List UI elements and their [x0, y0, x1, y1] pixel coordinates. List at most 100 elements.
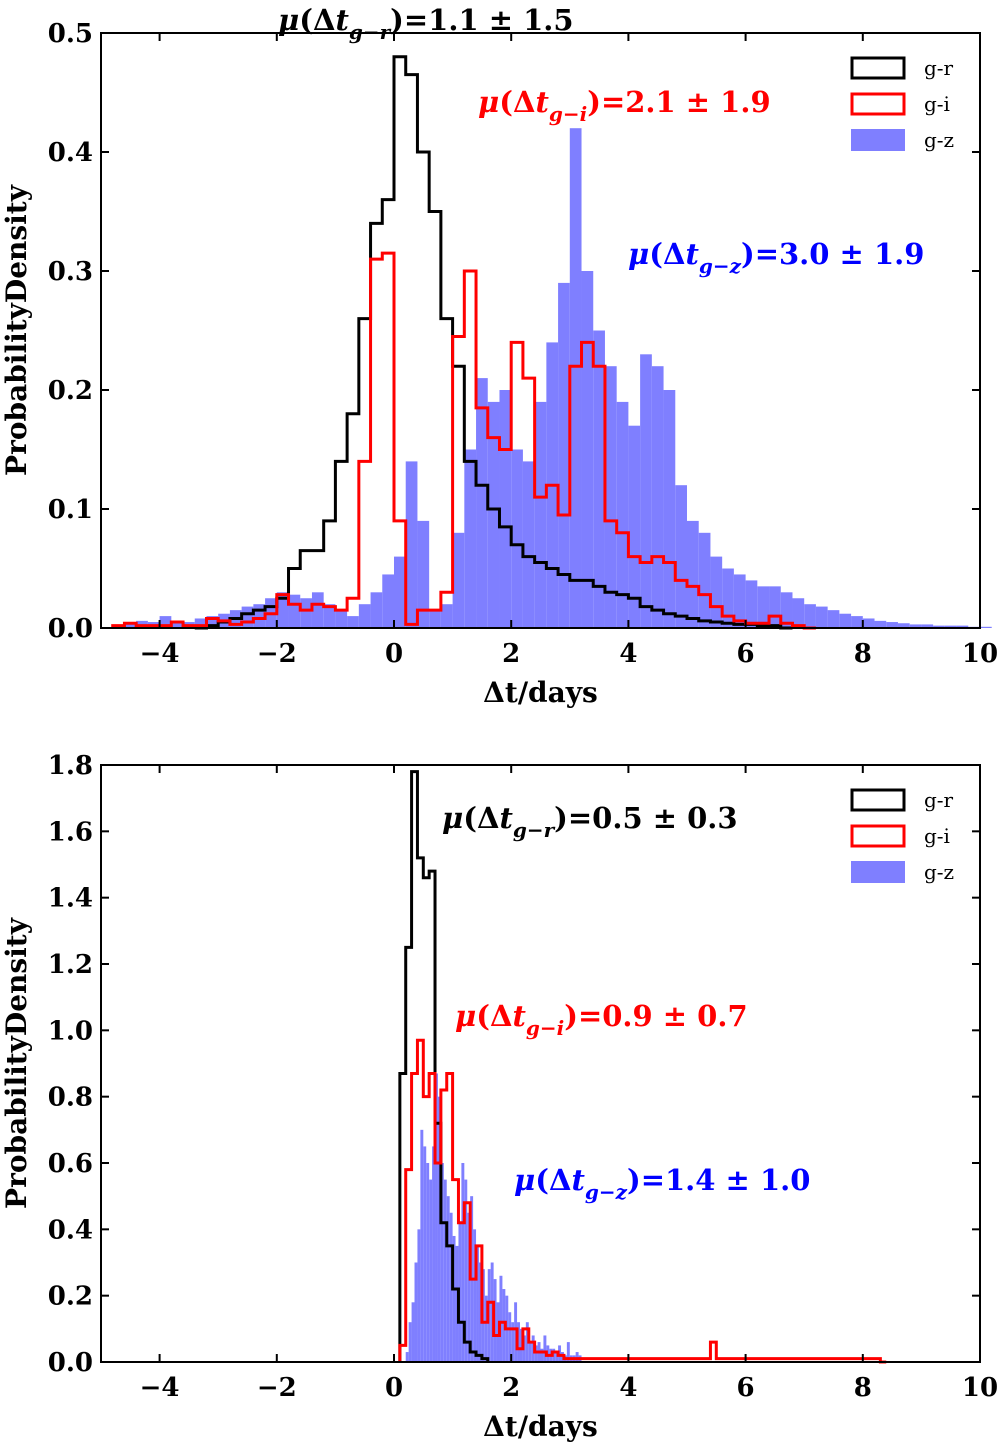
annotation-g−r: μ(Δtg−r)=0.5 ± 0.3: [442, 801, 738, 842]
g-z-bar: [827, 610, 840, 628]
legend-label-g-i: g-i: [924, 92, 950, 116]
bottom-axis-ticks: −4 −2 0 2 4 6 8 10 0.0 0.2 0.4 0.6 0.8 1.0 1.2 1.4 1.6 1.…: [48, 751, 998, 1403]
g-z-bar: [464, 1179, 468, 1362]
g-z-bar: [405, 1352, 409, 1362]
g-z-bar: [288, 594, 301, 628]
x-tick-label: 0: [385, 639, 403, 669]
g-z-bar: [476, 1245, 479, 1362]
g-z-bar: [522, 461, 535, 628]
g-z-bar: [464, 449, 477, 628]
g-z-bar: [484, 1295, 488, 1362]
bottom-histogram-panel: −4 −2 0 2 4 6 8 10 0.0 0.2 0.4 0.6 0.8 1.0 1.2 1.4 1.6 1.…: [0, 751, 998, 1443]
g-z-bar: [347, 616, 359, 628]
g-i-step-line: [398, 1038, 887, 1364]
g-z-bar: [933, 625, 945, 628]
g-z-filled-histogram: [112, 128, 992, 628]
top-histogram-panel: −4 −2 0 2 4 6 8 10 0.0 0.1 0.2 0.3 0.4 0.5 Δt/days Pr…: [0, 3, 998, 709]
y-tick-label: 0.1: [48, 495, 93, 525]
g-z-bar: [569, 128, 582, 628]
g-z-bar: [437, 1096, 441, 1362]
g-z-bar: [446, 1196, 450, 1362]
g-z-bar: [408, 1322, 412, 1362]
g-z-bar: [616, 401, 629, 628]
g-z-bar: [276, 592, 289, 628]
g-z-bar: [780, 592, 793, 628]
top-axis-ticks: −4 −2 0 2 4 6 8 10 0.0 0.1 0.2 0.3 0.4 0.5: [48, 19, 998, 669]
g-z-bar: [921, 624, 934, 628]
g-z-bar: [499, 390, 512, 628]
g-z-bar: [769, 586, 781, 628]
g-z-bar: [540, 1348, 544, 1362]
y-tick-label: 1.2: [48, 950, 93, 980]
x-tick-label: 2: [502, 1373, 520, 1403]
g-z-bar: [414, 1262, 418, 1362]
g-z-bar: [253, 604, 266, 628]
x-tick-label: −2: [257, 639, 297, 669]
legend-label-g-i: g-i: [924, 824, 950, 848]
g-z-bar: [862, 618, 875, 628]
top-annotations: μ(Δtg−r)=1.1 ± 1.5 μ(Δtg−i)=2.1 ± 1.9 μ(Δt…: [278, 3, 924, 278]
g-z-bar: [429, 610, 441, 628]
g-z-bar: [839, 613, 852, 628]
x-tick-label: −2: [257, 1373, 297, 1403]
g-z-bar: [171, 620, 184, 628]
g-z-bar: [440, 604, 453, 628]
g-z-bar: [429, 1179, 433, 1362]
g-z-bar: [443, 1179, 447, 1362]
g-z-bar: [575, 1352, 579, 1362]
g-z-bar: [956, 625, 969, 628]
top-x-axis-label: Δt/days: [483, 676, 598, 709]
g-i-step-line: [111, 251, 816, 630]
y-tick-label: 0.5: [48, 19, 93, 49]
g-z-bar: [687, 520, 699, 628]
x-tick-label: −4: [140, 1373, 180, 1403]
x-tick-label: −4: [140, 639, 180, 669]
g-z-bar: [534, 401, 547, 628]
y-tick-label: 0.6: [48, 1149, 93, 1179]
g-z-bar: [722, 568, 734, 628]
bottom-annotations: μ(Δtg−r)=0.5 ± 0.3 μ(Δtg−i)=0.9 ± 0.7 μ(Δt…: [442, 801, 810, 1204]
g-z-bar: [508, 1312, 512, 1362]
g-z-bar: [745, 580, 758, 628]
g-z-bar: [604, 366, 617, 628]
x-tick-label: 10: [962, 1373, 998, 1403]
g-z-bar: [534, 1345, 538, 1362]
g-z-bar: [206, 616, 219, 628]
g-z-bar: [420, 1129, 424, 1362]
g-z-bar: [710, 556, 723, 628]
legend-swatch-g-i: [850, 824, 906, 848]
g-z-bar: [980, 626, 992, 628]
g-z-bar: [423, 1146, 427, 1362]
g-z-bar: [804, 604, 816, 628]
y-tick-label: 0.4: [48, 1215, 93, 1245]
g-z-bar: [593, 330, 605, 628]
g-z-bar: [124, 623, 137, 628]
y-tick-label: 0.3: [48, 257, 93, 287]
legend-label-g-z: g-z: [924, 860, 954, 884]
g-z-bar: [675, 485, 687, 628]
g-z-bar: [944, 625, 957, 628]
bottom-x-axis-label: Δt/days: [483, 1410, 598, 1443]
g-z-bar: [757, 586, 770, 628]
y-tick-label: 0.0: [48, 614, 93, 644]
g-z-bar: [897, 623, 910, 628]
g-z-bar: [241, 606, 254, 628]
bottom-plot-frame: [100, 764, 981, 1363]
y-tick-label: 1.0: [48, 1016, 93, 1046]
g-z-bar: [874, 620, 887, 628]
step-histograms: [398, 770, 887, 1364]
y-tick-label: 1.4: [48, 884, 93, 914]
g-z-bar: [640, 354, 652, 628]
legend-swatch-g-z: [851, 861, 905, 883]
g-z-bar: [394, 556, 406, 628]
g-z-bar: [663, 390, 676, 628]
x-tick-label: 10: [962, 639, 998, 669]
g-z-bar: [411, 1302, 415, 1362]
g-z-bar: [405, 461, 418, 628]
annotation-g−i: μ(Δtg−i)=2.1 ± 1.9: [478, 85, 771, 126]
g-z-bar: [733, 574, 746, 628]
g-z-bar: [909, 624, 922, 628]
y-tick-label: 0.0: [48, 1348, 93, 1378]
g-z-bar: [370, 592, 383, 628]
g-z-bar: [452, 1235, 456, 1362]
